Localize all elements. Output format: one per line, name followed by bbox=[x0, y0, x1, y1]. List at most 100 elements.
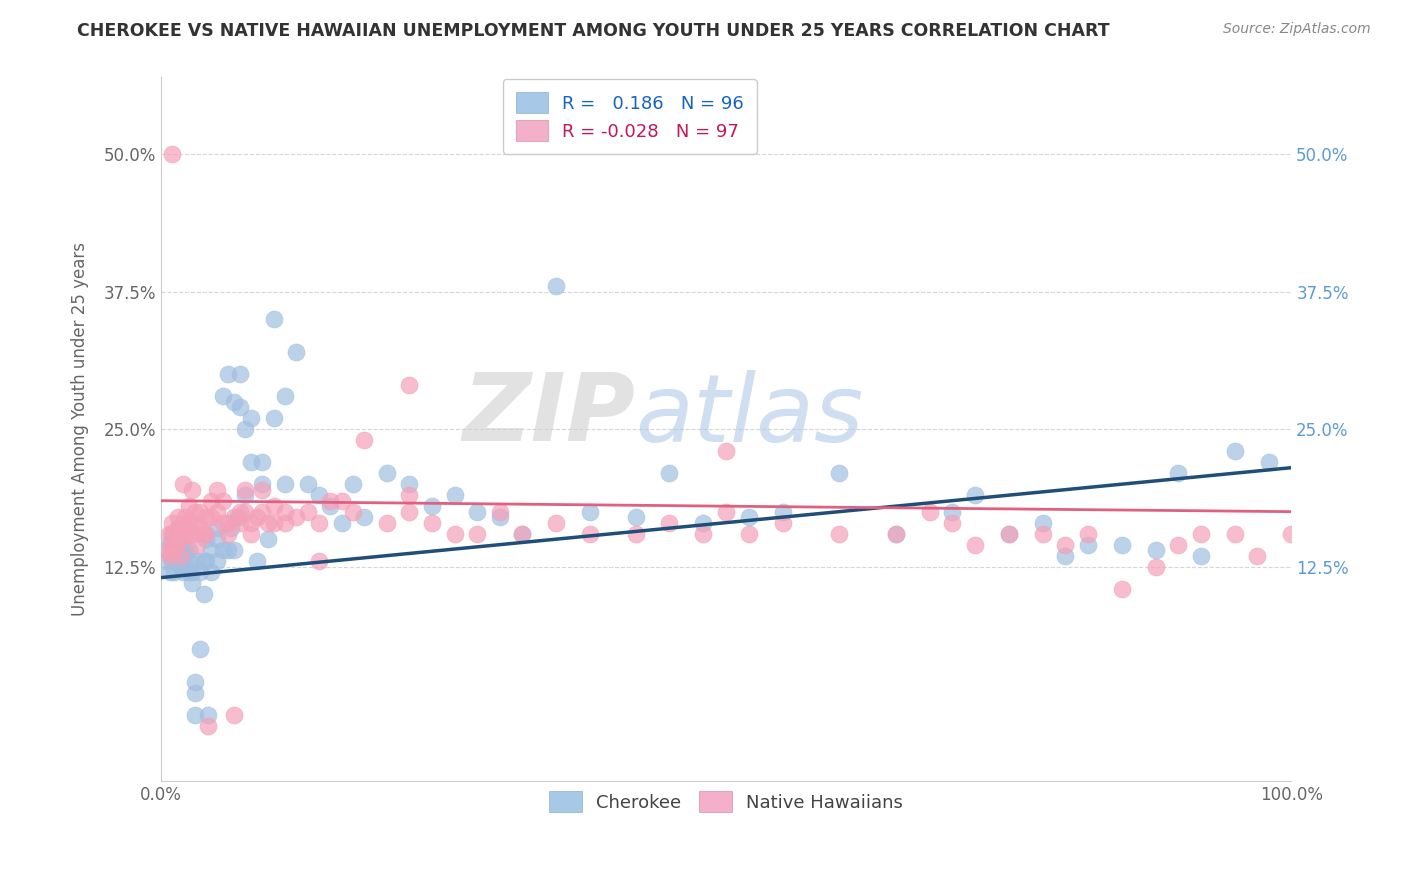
Point bbox=[166, 521, 188, 535]
Point bbox=[181, 526, 204, 541]
Point bbox=[297, 477, 319, 491]
Point bbox=[177, 543, 200, 558]
Point bbox=[263, 312, 285, 326]
Point bbox=[828, 466, 851, 480]
Point bbox=[246, 510, 269, 524]
Point bbox=[235, 483, 257, 497]
Point bbox=[163, 565, 186, 579]
Point bbox=[183, 526, 205, 541]
Point bbox=[308, 516, 330, 530]
Point bbox=[183, 686, 205, 700]
Point bbox=[1167, 538, 1189, 552]
Point bbox=[398, 488, 420, 502]
Text: CHEROKEE VS NATIVE HAWAIIAN UNEMPLOYMENT AMONG YOUTH UNDER 25 YEARS CORRELATION : CHEROKEE VS NATIVE HAWAIIAN UNEMPLOYMENT… bbox=[77, 22, 1109, 40]
Text: atlas: atlas bbox=[636, 369, 863, 460]
Point bbox=[398, 505, 420, 519]
Point bbox=[263, 411, 285, 425]
Point bbox=[205, 505, 228, 519]
Point bbox=[177, 565, 200, 579]
Point bbox=[308, 554, 330, 568]
Point bbox=[1111, 538, 1133, 552]
Point bbox=[183, 708, 205, 723]
Point bbox=[319, 499, 342, 513]
Point bbox=[398, 477, 420, 491]
Point bbox=[246, 554, 269, 568]
Point bbox=[465, 526, 488, 541]
Point bbox=[224, 543, 246, 558]
Point bbox=[155, 543, 177, 558]
Point bbox=[658, 466, 681, 480]
Point bbox=[1032, 526, 1054, 541]
Point bbox=[375, 516, 398, 530]
Point bbox=[330, 493, 353, 508]
Point bbox=[159, 565, 181, 579]
Point bbox=[186, 538, 208, 552]
Point bbox=[963, 488, 986, 502]
Point bbox=[166, 532, 188, 546]
Point bbox=[997, 526, 1019, 541]
Point bbox=[170, 532, 193, 546]
Point bbox=[211, 493, 233, 508]
Point bbox=[1077, 526, 1099, 541]
Point bbox=[1077, 538, 1099, 552]
Point bbox=[229, 516, 252, 530]
Point bbox=[398, 378, 420, 392]
Point bbox=[193, 526, 215, 541]
Point bbox=[257, 532, 280, 546]
Point bbox=[1144, 559, 1167, 574]
Point bbox=[194, 554, 217, 568]
Point bbox=[229, 368, 252, 382]
Point bbox=[183, 516, 205, 530]
Point bbox=[465, 505, 488, 519]
Point bbox=[217, 368, 239, 382]
Point bbox=[1246, 549, 1268, 563]
Point bbox=[217, 516, 239, 530]
Point bbox=[229, 401, 252, 415]
Point bbox=[714, 505, 737, 519]
Point bbox=[211, 516, 233, 530]
Point bbox=[285, 510, 308, 524]
Point bbox=[1054, 538, 1077, 552]
Point bbox=[157, 526, 180, 541]
Text: Source: ZipAtlas.com: Source: ZipAtlas.com bbox=[1223, 22, 1371, 37]
Point bbox=[166, 554, 188, 568]
Point bbox=[828, 526, 851, 541]
Point bbox=[211, 389, 233, 403]
Point bbox=[188, 642, 211, 657]
Point bbox=[160, 554, 183, 568]
Point bbox=[200, 510, 222, 524]
Point bbox=[200, 565, 222, 579]
Point bbox=[160, 147, 183, 161]
Point bbox=[1257, 455, 1279, 469]
Point bbox=[263, 516, 285, 530]
Point bbox=[257, 516, 280, 530]
Point bbox=[884, 526, 907, 541]
Point bbox=[172, 565, 194, 579]
Point bbox=[274, 389, 297, 403]
Point bbox=[226, 510, 249, 524]
Point bbox=[174, 559, 197, 574]
Point bbox=[1111, 582, 1133, 596]
Point bbox=[188, 521, 211, 535]
Point bbox=[240, 411, 263, 425]
Point bbox=[941, 516, 963, 530]
Point bbox=[240, 516, 263, 530]
Point bbox=[884, 526, 907, 541]
Point bbox=[420, 499, 443, 513]
Point bbox=[172, 516, 194, 530]
Point bbox=[772, 505, 794, 519]
Point bbox=[737, 510, 759, 524]
Point bbox=[229, 505, 252, 519]
Point bbox=[205, 483, 228, 497]
Point bbox=[997, 526, 1019, 541]
Point bbox=[205, 532, 228, 546]
Point bbox=[546, 279, 568, 293]
Point bbox=[308, 488, 330, 502]
Point bbox=[342, 477, 364, 491]
Point bbox=[772, 516, 794, 530]
Point bbox=[181, 483, 204, 497]
Point bbox=[1144, 543, 1167, 558]
Point bbox=[188, 565, 211, 579]
Point bbox=[200, 493, 222, 508]
Point bbox=[252, 483, 274, 497]
